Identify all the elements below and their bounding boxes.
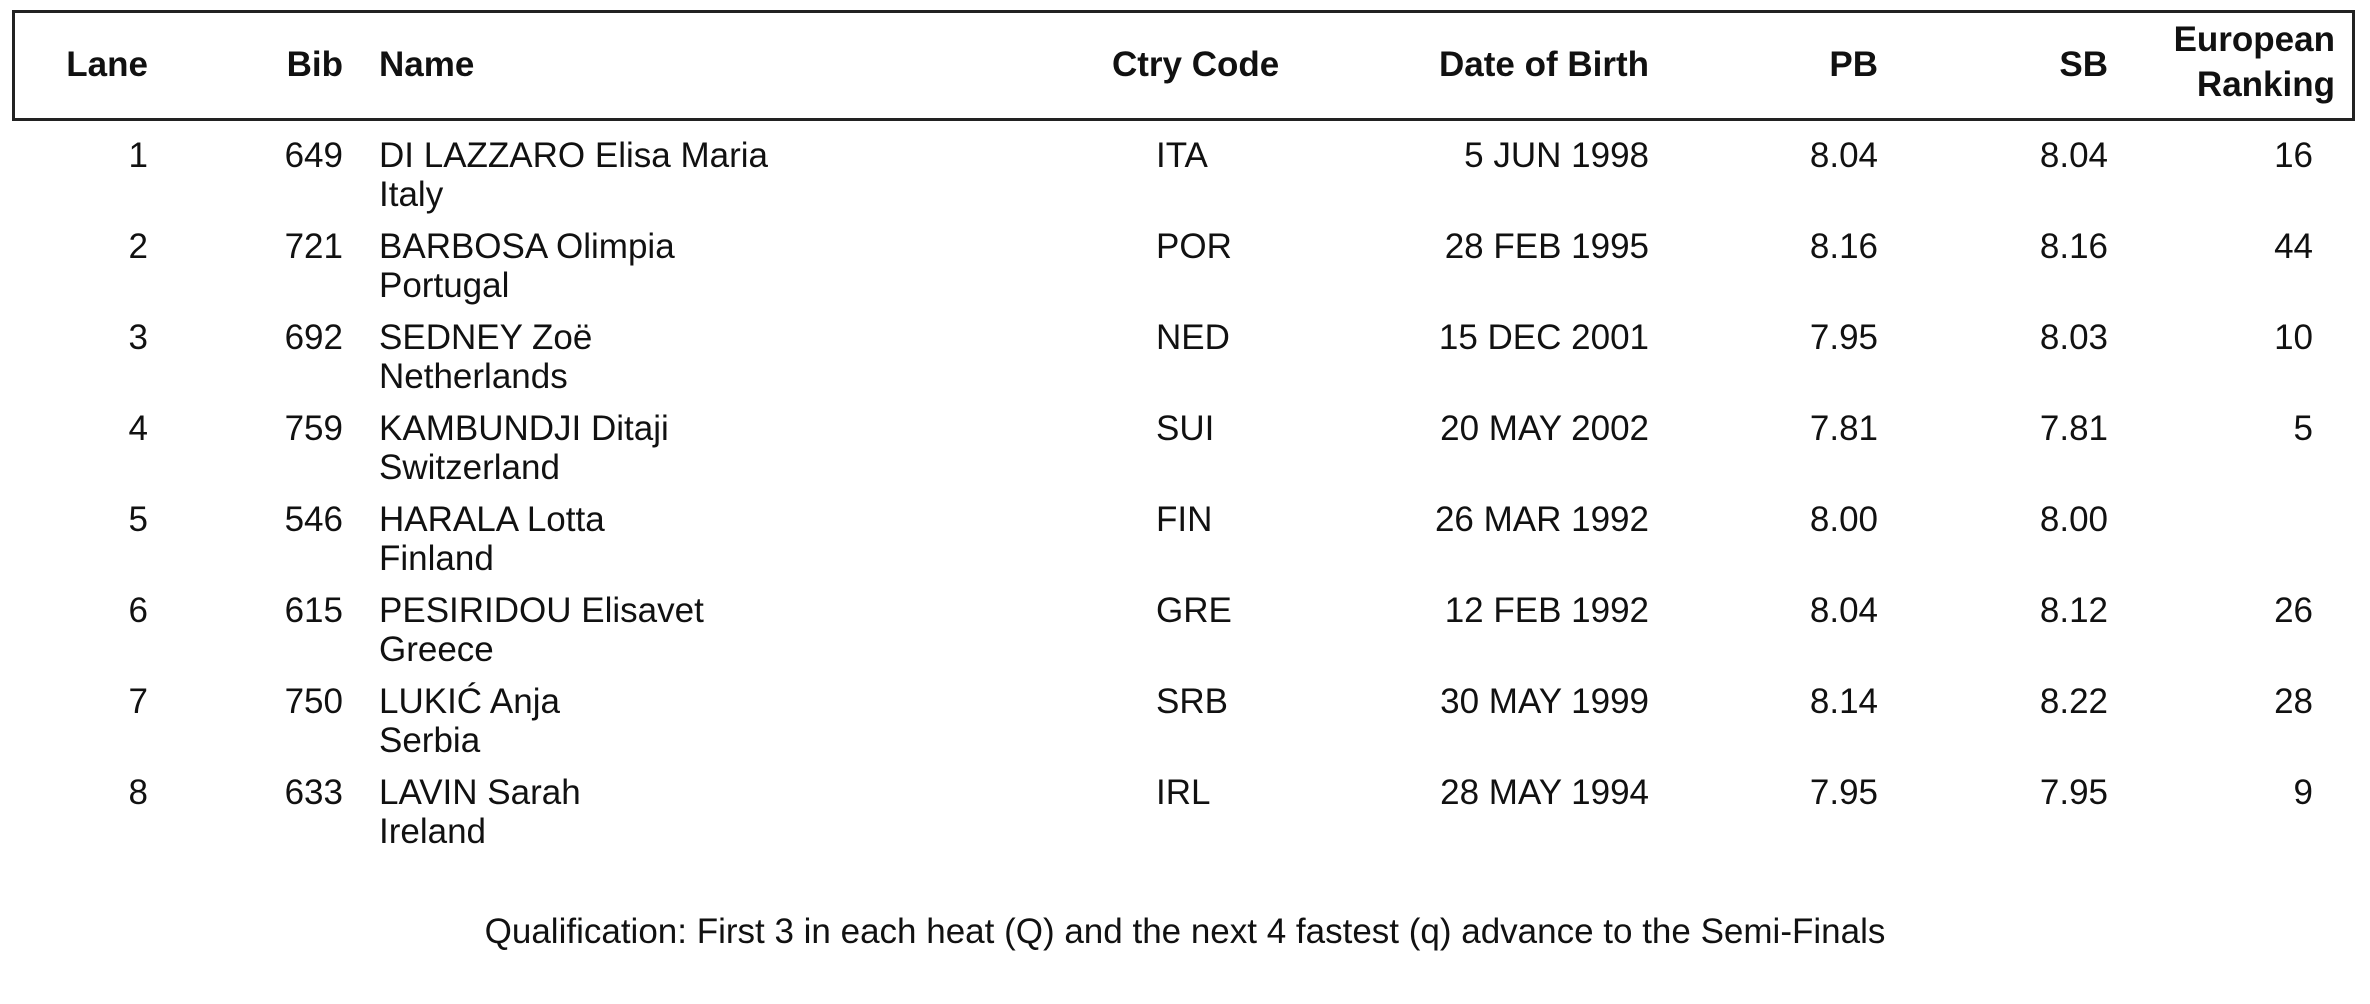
athlete-name: DI LAZZARO Elisa Maria	[379, 136, 768, 175]
lane-cell: 2	[128, 227, 148, 266]
season-best: 7.95	[2039, 773, 2108, 812]
lane-cell: 3	[128, 318, 148, 357]
header-ranking-line1: European	[2173, 20, 2335, 59]
country-name: Ireland	[379, 812, 487, 851]
date-of-birth: 20 MAY 2002	[1440, 409, 1649, 448]
bib-cell: 615	[284, 591, 343, 630]
season-best: 8.04	[2039, 136, 2108, 175]
lane-cell: 6	[128, 591, 148, 630]
country-name: Italy	[379, 175, 444, 214]
european-ranking: 28	[2274, 682, 2313, 721]
country-name: Portugal	[379, 266, 510, 305]
date-of-birth: 26 MAR 1992	[1434, 500, 1649, 539]
personal-best: 8.04	[1809, 136, 1878, 175]
personal-best: 7.95	[1809, 318, 1878, 357]
header-pb: PB	[1829, 45, 1878, 84]
season-best: 8.00	[2039, 500, 2108, 539]
country-name: Greece	[379, 630, 494, 669]
european-ranking: 9	[2293, 773, 2313, 812]
personal-best: 8.14	[1809, 682, 1878, 721]
table-header	[12, 10, 2355, 121]
table-row: 4 759 KAMBUNDJI Ditaji Switzerland SUI 20 MAY…	[0, 409, 2370, 500]
athlete-name: HARALA Lotta	[379, 500, 605, 539]
bib-cell: 649	[284, 136, 343, 175]
country-code: IRL	[1156, 773, 1211, 812]
country-code: FIN	[1156, 500, 1213, 539]
table-row: 6 615 PESIRIDOU Elisavet Greece GRE 12 FEB 19…	[0, 591, 2370, 682]
personal-best: 8.16	[1809, 227, 1878, 266]
bib-cell: 633	[284, 773, 343, 812]
european-ranking: 5	[2293, 409, 2313, 448]
lane-cell: 5	[128, 500, 148, 539]
date-of-birth: 30 MAY 1999	[1440, 682, 1649, 721]
athlete-name: LUKIĆ Anja	[379, 682, 560, 721]
qualification-note: Qualification: First 3 in each heat (Q) …	[484, 912, 1886, 951]
country-name: Switzerland	[379, 448, 560, 487]
european-ranking: 26	[2274, 591, 2313, 630]
date-of-birth: 5 JUN 1998	[1464, 136, 1649, 175]
header-ranking-line2: Ranking	[2196, 65, 2335, 104]
season-best: 8.03	[2039, 318, 2108, 357]
country-code: NED	[1156, 318, 1230, 357]
country-name: Finland	[379, 539, 494, 578]
european-ranking: 10	[2274, 318, 2313, 357]
athlete-name: LAVIN Sarah	[379, 773, 581, 812]
country-code: ITA	[1156, 136, 1208, 175]
bib-cell: 692	[284, 318, 343, 357]
lane-cell: 1	[128, 136, 148, 175]
country-code: SRB	[1156, 682, 1228, 721]
european-ranking: 16	[2274, 136, 2313, 175]
lane-cell: 4	[128, 409, 148, 448]
header-dob: Date of Birth	[1439, 45, 1649, 84]
country-name: Serbia	[379, 721, 481, 760]
athlete-name: BARBOSA Olimpia	[379, 227, 675, 266]
date-of-birth: 15 DEC 2001	[1438, 318, 1649, 357]
country-code: GRE	[1156, 591, 1232, 630]
table-row: 7 750 LUKIĆ Anja Serbia SRB 30 MAY 1999 8.14 8.…	[0, 682, 2370, 773]
season-best: 7.81	[2039, 409, 2108, 448]
lane-cell: 7	[128, 682, 148, 721]
athlete-name: PESIRIDOU Elisavet	[379, 591, 704, 630]
table-row: 8 633 LAVIN Sarah Ireland IRL 28 MAY 1994 7.95…	[0, 773, 2370, 864]
athlete-name: KAMBUNDJI Ditaji	[379, 409, 669, 448]
bib-cell: 546	[284, 500, 343, 539]
date-of-birth: 12 FEB 1992	[1444, 591, 1649, 630]
european-ranking: 44	[2274, 227, 2313, 266]
country-name: Netherlands	[379, 357, 568, 396]
date-of-birth: 28 FEB 1995	[1444, 227, 1649, 266]
country-code: SUI	[1156, 409, 1215, 448]
season-best: 8.22	[2039, 682, 2108, 721]
personal-best: 7.95	[1809, 773, 1878, 812]
season-best: 8.12	[2039, 591, 2108, 630]
season-best: 8.16	[2039, 227, 2108, 266]
header-name: Name	[379, 45, 475, 84]
personal-best: 8.00	[1809, 500, 1878, 539]
header-lane: Lane	[66, 45, 148, 84]
date-of-birth: 28 MAY 1994	[1440, 773, 1649, 812]
personal-best: 8.04	[1809, 591, 1878, 630]
table-row: 2 721 BARBOSA Olimpia Portugal POR 28 FEB 199…	[0, 227, 2370, 318]
table-row: 1 649 DI LAZZARO Elisa Maria Italy ITA 5 JUN …	[0, 136, 2370, 227]
personal-best: 7.81	[1809, 409, 1878, 448]
table-row: 5 546 HARALA Lotta Finland FIN 26 MAR 1992 8.0…	[0, 500, 2370, 591]
header-sb: SB	[2059, 45, 2108, 84]
lane-cell: 8	[128, 773, 148, 812]
header-ctry-code: Ctry Code	[1112, 45, 1280, 84]
header-bib: Bib	[286, 45, 343, 84]
table-row: 3 692 SEDNEY Zoë Netherlands NED 15 DEC 2001 7…	[0, 318, 2370, 409]
bib-cell: 759	[284, 409, 343, 448]
athlete-name: SEDNEY Zoë	[379, 318, 593, 357]
country-code: POR	[1156, 227, 1232, 266]
bib-cell: 750	[284, 682, 343, 721]
bib-cell: 721	[284, 227, 343, 266]
